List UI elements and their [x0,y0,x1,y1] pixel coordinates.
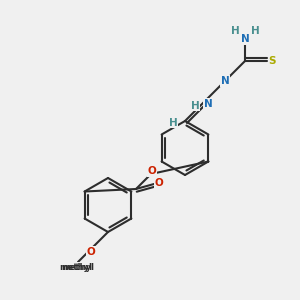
Text: O: O [154,178,164,188]
Text: N: N [241,34,249,44]
Text: methyl: methyl [78,266,83,267]
Text: H: H [231,26,239,36]
Text: S: S [268,56,276,66]
Text: H: H [190,101,200,111]
Text: H: H [250,26,260,36]
Text: O: O [148,166,156,176]
Text: methyl: methyl [59,262,92,272]
Text: methyl: methyl [61,262,94,272]
Text: H: H [169,118,177,128]
Text: N: N [204,99,212,109]
Text: N: N [220,76,230,86]
Text: O: O [87,247,95,257]
